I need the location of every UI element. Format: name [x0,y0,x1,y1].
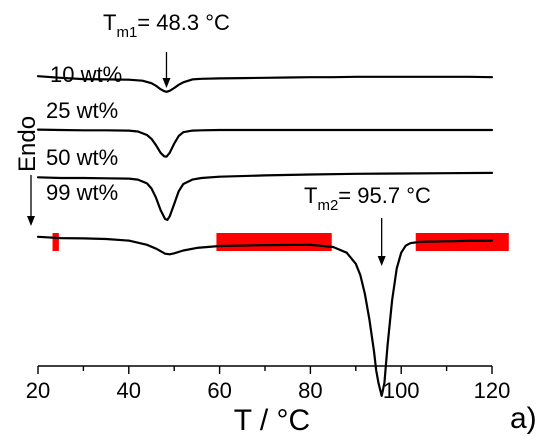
curves [36,75,494,397]
x-axis-title: T / °C [234,404,310,436]
series-label-10wt: 10 wt% [50,62,122,87]
tm1-arrow-head [162,78,171,88]
x-tick-label-120: 120 [474,378,511,403]
series-line-50wt [36,171,494,221]
series-line-10wt [36,75,494,93]
x-tick-label-20: 20 [26,378,50,403]
y-axis-label-endo: Endo [14,116,41,172]
series-label-25wt: 25 wt% [46,98,118,123]
annotation-tm1-arrow [162,52,171,88]
highlight-bar-1 [52,233,59,251]
annotation-tm1: Tm1= 48.3 °C [103,10,230,41]
x-tick-label-100: 100 [383,378,420,403]
annotation-tm2: Tm2= 95.7 °C [304,183,431,214]
x-tick-label-40: 40 [117,378,141,403]
endo-arrow [27,175,35,226]
series-label-50wt: 50 wt% [46,145,118,170]
x-axis-ticks: 20 40 60 80 100 120 [26,366,511,403]
x-tick-label-80: 80 [298,378,322,403]
series-line-99wt [36,235,494,397]
tm2-arrow-head [377,256,386,266]
highlight-bar-2 [216,233,332,251]
annotation-tm2-arrow [377,218,386,266]
series-line-25wt [36,128,494,158]
x-tick-label-60: 60 [207,378,231,403]
series-label-99wt: 99 wt% [46,180,118,205]
panel-label: a) [510,402,537,435]
